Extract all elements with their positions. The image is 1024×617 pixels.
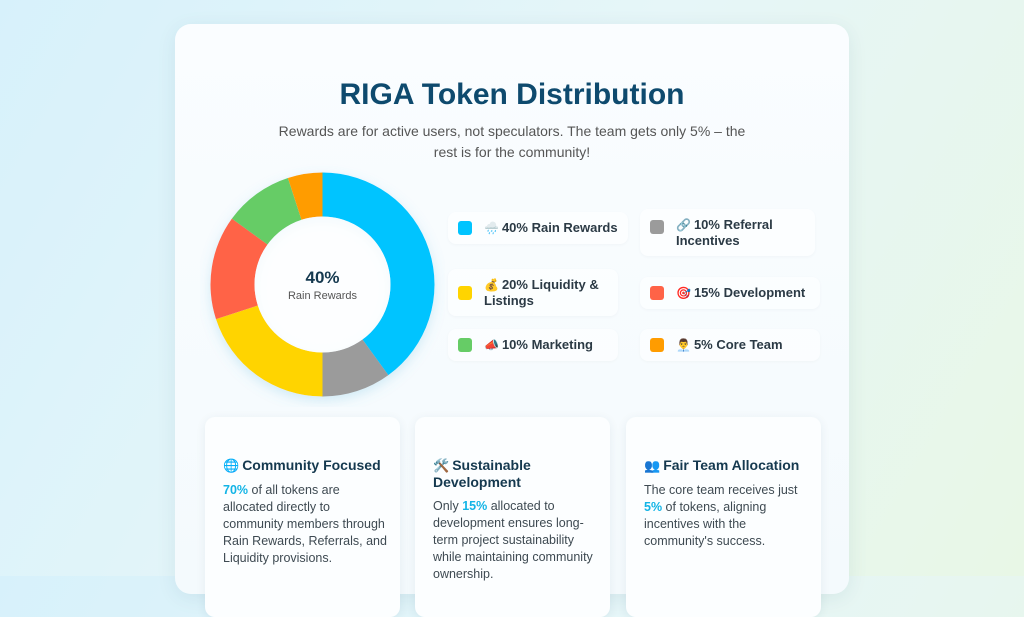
legend-swatch [650, 220, 664, 234]
donut-chart: 40% Rain Rewards [200, 162, 445, 407]
legend-label: 5% Core Team [693, 337, 783, 352]
legend-label: 20% Liquidity & Listings [484, 277, 599, 308]
donut-svg [210, 172, 435, 397]
donut-slice-marketing[interactable] [231, 177, 302, 245]
legend-item-core-team[interactable]: 👨‍💼 5% Core Team [640, 329, 820, 361]
megaphone-icon: 📣 [484, 338, 499, 352]
legend-swatch [650, 286, 664, 300]
donut-slice-rain-rewards[interactable] [322, 172, 435, 376]
info-card-title: Sustainable Development [433, 457, 531, 490]
info-card-title: Fair Team Allocation [663, 457, 800, 473]
link-icon: 🔗 [676, 218, 691, 232]
team-member-icon: 👨‍💼 [676, 338, 691, 352]
money-bag-icon: 💰 [484, 278, 499, 292]
legend-item-development[interactable]: 🎯 15% Development [640, 277, 820, 309]
info-card-body: Only 15% allocated to development ensure… [433, 499, 593, 581]
legend-item-referral[interactable]: 🔗 10% Referral Incentives [640, 209, 815, 256]
legend-item-liquidity[interactable]: 💰 20% Liquidity & Listings [448, 269, 618, 316]
target-icon: 🎯 [676, 286, 691, 300]
legend-label: 10% Referral Incentives [676, 217, 773, 248]
donut-slice-referral-incentives[interactable] [322, 339, 389, 397]
legend-swatch [458, 221, 472, 235]
people-icon: 👥 [644, 458, 661, 473]
donut-hole [254, 216, 391, 353]
info-card-community: 🌐 Community Focused 70% of all tokens are… [205, 417, 400, 617]
highlight-percent: 15% [462, 499, 488, 513]
donut-slice-development[interactable] [210, 218, 268, 320]
distribution-card: RIGA Token Distribution Rewards are for … [175, 24, 849, 617]
highlight-percent: 70% [223, 483, 249, 497]
legend-swatch [650, 338, 664, 352]
info-card-development: 🛠️ Sustainable Development Only 15% alloc… [415, 417, 610, 617]
legend-item-marketing[interactable]: 📣 10% Marketing [448, 329, 618, 361]
info-card-body: The core team receives just 5% of tokens… [644, 483, 798, 548]
donut-slice-liquidity-listings[interactable] [215, 305, 323, 397]
highlight-percent: 5% [644, 500, 663, 514]
page-title: RIGA Token Distribution [339, 78, 685, 111]
rain-cloud-icon: 🌧️ [484, 221, 499, 235]
info-card-title: Community Focused [242, 457, 381, 473]
legend-swatch [458, 338, 472, 352]
legend-label: 40% Rain Rewards [501, 220, 618, 235]
legend-label: 10% Marketing [501, 337, 593, 352]
info-card-team: 👥 Fair Team Allocation The core team rece… [626, 417, 821, 617]
legend-item-rain-rewards[interactable]: 🌧️ 40% Rain Rewards [448, 212, 628, 244]
globe-icon: 🌐 [223, 458, 240, 473]
legend-swatch [458, 286, 472, 300]
legend-label: 15% Development [693, 285, 806, 300]
donut-slice-core-team[interactable] [287, 172, 323, 220]
info-card-body: 70% of all tokens are allocated directly… [223, 483, 387, 565]
page-subtitle: Rewards are for active users, not specul… [278, 123, 746, 160]
tools-icon: 🛠️ [433, 458, 450, 473]
